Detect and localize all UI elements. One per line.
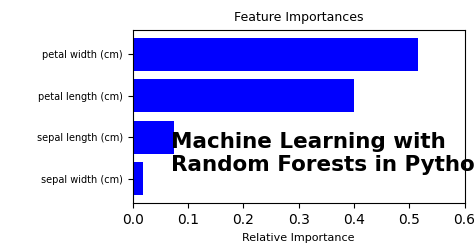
Text: Machine Learning with
Random Forests in Python: Machine Learning with Random Forests in … [171, 132, 474, 175]
Title: Feature Importances: Feature Importances [234, 11, 364, 24]
X-axis label: Relative Importance: Relative Importance [242, 233, 355, 243]
Bar [133, 79, 354, 112]
Bar [133, 162, 143, 195]
Bar [133, 121, 174, 154]
Bar [133, 38, 418, 71]
